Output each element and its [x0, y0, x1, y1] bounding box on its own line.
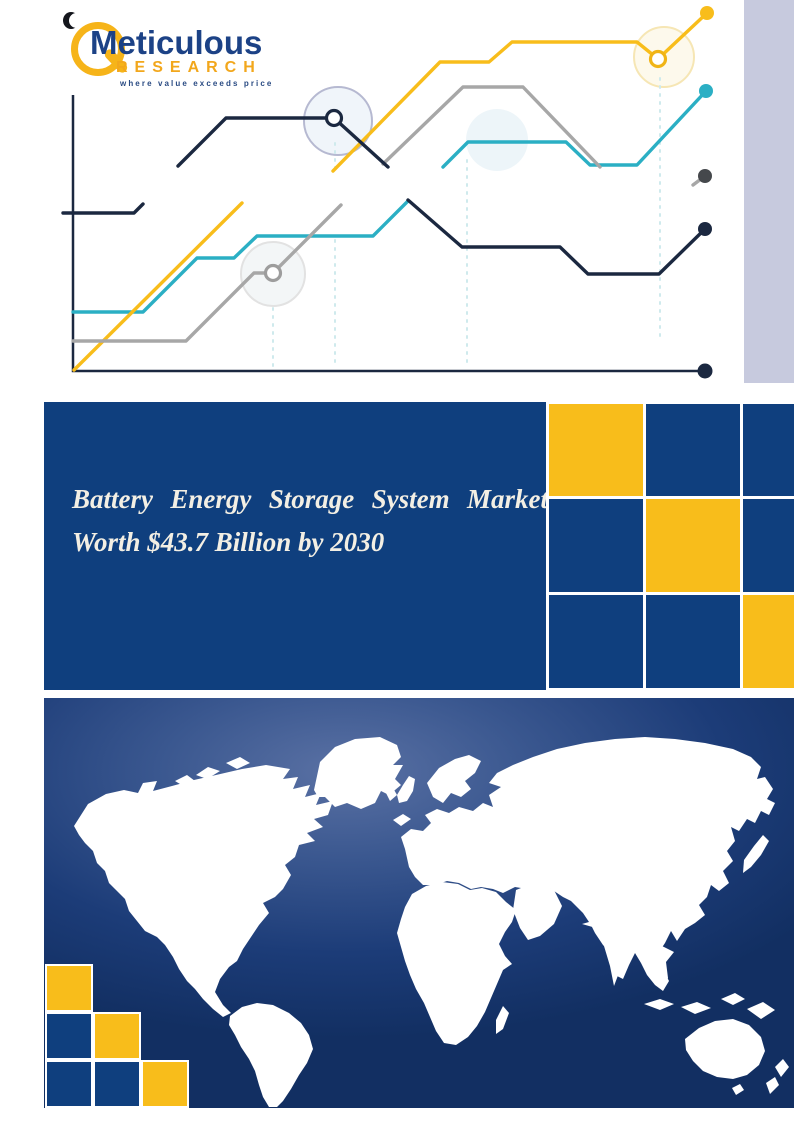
checker-cell — [743, 404, 794, 496]
checker-cell — [743, 499, 794, 592]
teal-line-upper — [441, 89, 708, 169]
logo-tagline: where value exceeds price — [120, 79, 274, 88]
stair-square — [45, 964, 93, 1012]
checker-cell — [743, 595, 794, 688]
decorative-line-chart — [61, 6, 714, 379]
yellow-line-lower — [72, 201, 244, 372]
dashed-guides — [272, 77, 661, 369]
checker-cell — [646, 404, 740, 496]
stair-square — [141, 1060, 189, 1108]
teal-line-lower — [71, 199, 410, 314]
chart-axis — [71, 95, 705, 373]
checker-grid — [546, 402, 794, 690]
gray-line-upper — [381, 85, 707, 187]
checker-cell — [646, 499, 740, 592]
checker-cell — [549, 499, 643, 592]
world-map-silhouette — [74, 737, 789, 1107]
end-dots — [697, 6, 714, 379]
title-banner: Battery Energy Storage System Market Wor… — [44, 402, 794, 690]
checker-cell — [549, 595, 643, 688]
crescent-mark-icon — [63, 12, 84, 30]
side-accent-bar — [744, 0, 794, 383]
stair-square — [45, 1060, 93, 1108]
navy-line-upper — [176, 116, 390, 169]
ring-markers — [263, 49, 668, 283]
title-line-2: Worth $43.7 Billion by 2030 — [72, 527, 385, 557]
stair-square — [93, 1060, 141, 1108]
stair-square — [45, 1012, 93, 1060]
staircase-squares — [44, 698, 194, 1108]
logo-brand-text: Meticulous — [90, 24, 263, 61]
title-line-1: Battery Energy Storage System Market — [72, 484, 548, 514]
checker-cell — [646, 595, 740, 688]
page-title: Battery Energy Storage System Market Wor… — [72, 484, 548, 558]
navy-line-lower — [406, 198, 707, 276]
checker-cell — [549, 404, 643, 496]
navy-line-hook — [61, 202, 145, 215]
stair-square — [93, 1012, 141, 1060]
meticulous-research-logo: Meticulous RESEARCH where value exceeds … — [58, 8, 298, 100]
world-map-section — [44, 698, 794, 1108]
gray-line-lower — [71, 203, 343, 343]
magnifier-icon — [71, 22, 125, 76]
logo-sub-text: RESEARCH — [116, 59, 262, 76]
